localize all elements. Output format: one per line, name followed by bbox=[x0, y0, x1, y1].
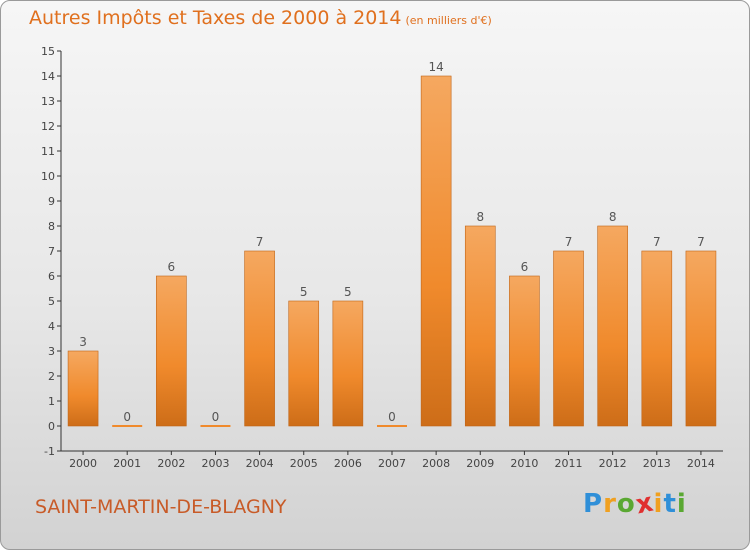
y-tick-label: -1 bbox=[44, 445, 55, 458]
x-tick-label: 2005 bbox=[290, 457, 318, 470]
bars bbox=[67, 75, 717, 427]
bar bbox=[509, 275, 540, 427]
bar bbox=[685, 250, 717, 427]
y-tick-label: 4 bbox=[48, 320, 55, 333]
chart-title-main: Autres Impôts et Taxes de 2000 à 2014 bbox=[29, 7, 402, 29]
bar bbox=[464, 225, 496, 427]
bar bbox=[200, 425, 231, 427]
x-tick-label: 2003 bbox=[201, 457, 229, 470]
x-axis: 2000 2001 2002 2003 2004 2005 2006 2007 2008 2009… bbox=[61, 450, 723, 470]
bar bbox=[332, 300, 364, 427]
x-tick-label: 2011 bbox=[555, 457, 583, 470]
x-tick-label: 2006 bbox=[334, 457, 362, 470]
bar bbox=[597, 225, 628, 427]
bar bbox=[377, 425, 407, 427]
commune-name: SAINT-MARTIN-DE-BLAGNY bbox=[35, 496, 287, 518]
y-tick-label: 15 bbox=[41, 45, 55, 58]
logo-letter: i bbox=[676, 489, 687, 519]
proxiti-logo: Proxiti bbox=[583, 487, 687, 520]
x-tick-label: 2009 bbox=[466, 457, 494, 470]
y-tick-label: 9 bbox=[48, 195, 55, 208]
bar bbox=[156, 275, 187, 427]
y-tick-label: 6 bbox=[48, 270, 55, 283]
y-tick-label: 1 bbox=[48, 395, 55, 408]
data-label: 7 bbox=[256, 235, 264, 249]
y-tick-label: 13 bbox=[41, 95, 55, 108]
y-tick-label: 10 bbox=[41, 170, 55, 183]
logo-letter: o bbox=[616, 489, 636, 519]
x-tick-label: 2012 bbox=[599, 457, 627, 470]
data-label: 14 bbox=[428, 60, 443, 74]
logo-letter: i bbox=[653, 489, 664, 519]
x-tick-label: 2010 bbox=[510, 457, 538, 470]
bar bbox=[641, 250, 673, 427]
bar bbox=[553, 250, 584, 427]
y-tick-label: 14 bbox=[41, 70, 55, 83]
bar bbox=[112, 425, 143, 427]
data-labels: 3 0 6 0 7 5 5 0 14 8 6 7 8 7 7 bbox=[79, 60, 705, 424]
data-label: 5 bbox=[344, 285, 352, 299]
bar bbox=[420, 75, 452, 427]
data-label: 6 bbox=[168, 260, 176, 274]
bar bbox=[244, 250, 275, 427]
data-label: 8 bbox=[609, 210, 617, 224]
bar bbox=[288, 300, 320, 427]
chart-title: Autres Impôts et Taxes de 2000 à 2014 (en… bbox=[29, 7, 492, 29]
y-tick-label: 8 bbox=[48, 220, 55, 233]
data-label: 3 bbox=[79, 335, 87, 349]
data-label: 6 bbox=[521, 260, 529, 274]
data-label: 7 bbox=[653, 235, 661, 249]
data-label: 0 bbox=[212, 410, 220, 424]
x-tick-label: 2001 bbox=[113, 457, 141, 470]
logo-letter: r bbox=[603, 489, 617, 519]
data-label: 8 bbox=[476, 210, 484, 224]
x-tick-label: 2014 bbox=[687, 457, 715, 470]
bar bbox=[67, 350, 99, 427]
y-tick-label: 2 bbox=[48, 370, 55, 383]
x-tick-label: 2002 bbox=[157, 457, 185, 470]
x-tick-label: 2008 bbox=[422, 457, 450, 470]
x-tick-label: 2013 bbox=[643, 457, 671, 470]
data-label: 0 bbox=[388, 410, 396, 424]
logo-letter: P bbox=[583, 489, 604, 519]
logo-letter: t bbox=[663, 489, 677, 519]
data-label: 0 bbox=[123, 410, 131, 424]
x-tick-label: 2000 bbox=[69, 457, 97, 470]
x-tick-label: 2007 bbox=[378, 457, 406, 470]
data-label: 5 bbox=[300, 285, 308, 299]
data-label: 7 bbox=[565, 235, 573, 249]
x-tick-label: 2004 bbox=[246, 457, 274, 470]
data-label: 7 bbox=[697, 235, 705, 249]
y-tick-label: 0 bbox=[48, 420, 55, 433]
y-tick-label: 12 bbox=[41, 120, 55, 133]
y-tick-label: 5 bbox=[48, 295, 55, 308]
y-tick-label: 7 bbox=[48, 245, 55, 258]
y-tick-label: 3 bbox=[48, 345, 55, 358]
chart-title-unit: (en milliers d'€) bbox=[405, 14, 492, 27]
y-tick-label: 11 bbox=[41, 145, 55, 158]
